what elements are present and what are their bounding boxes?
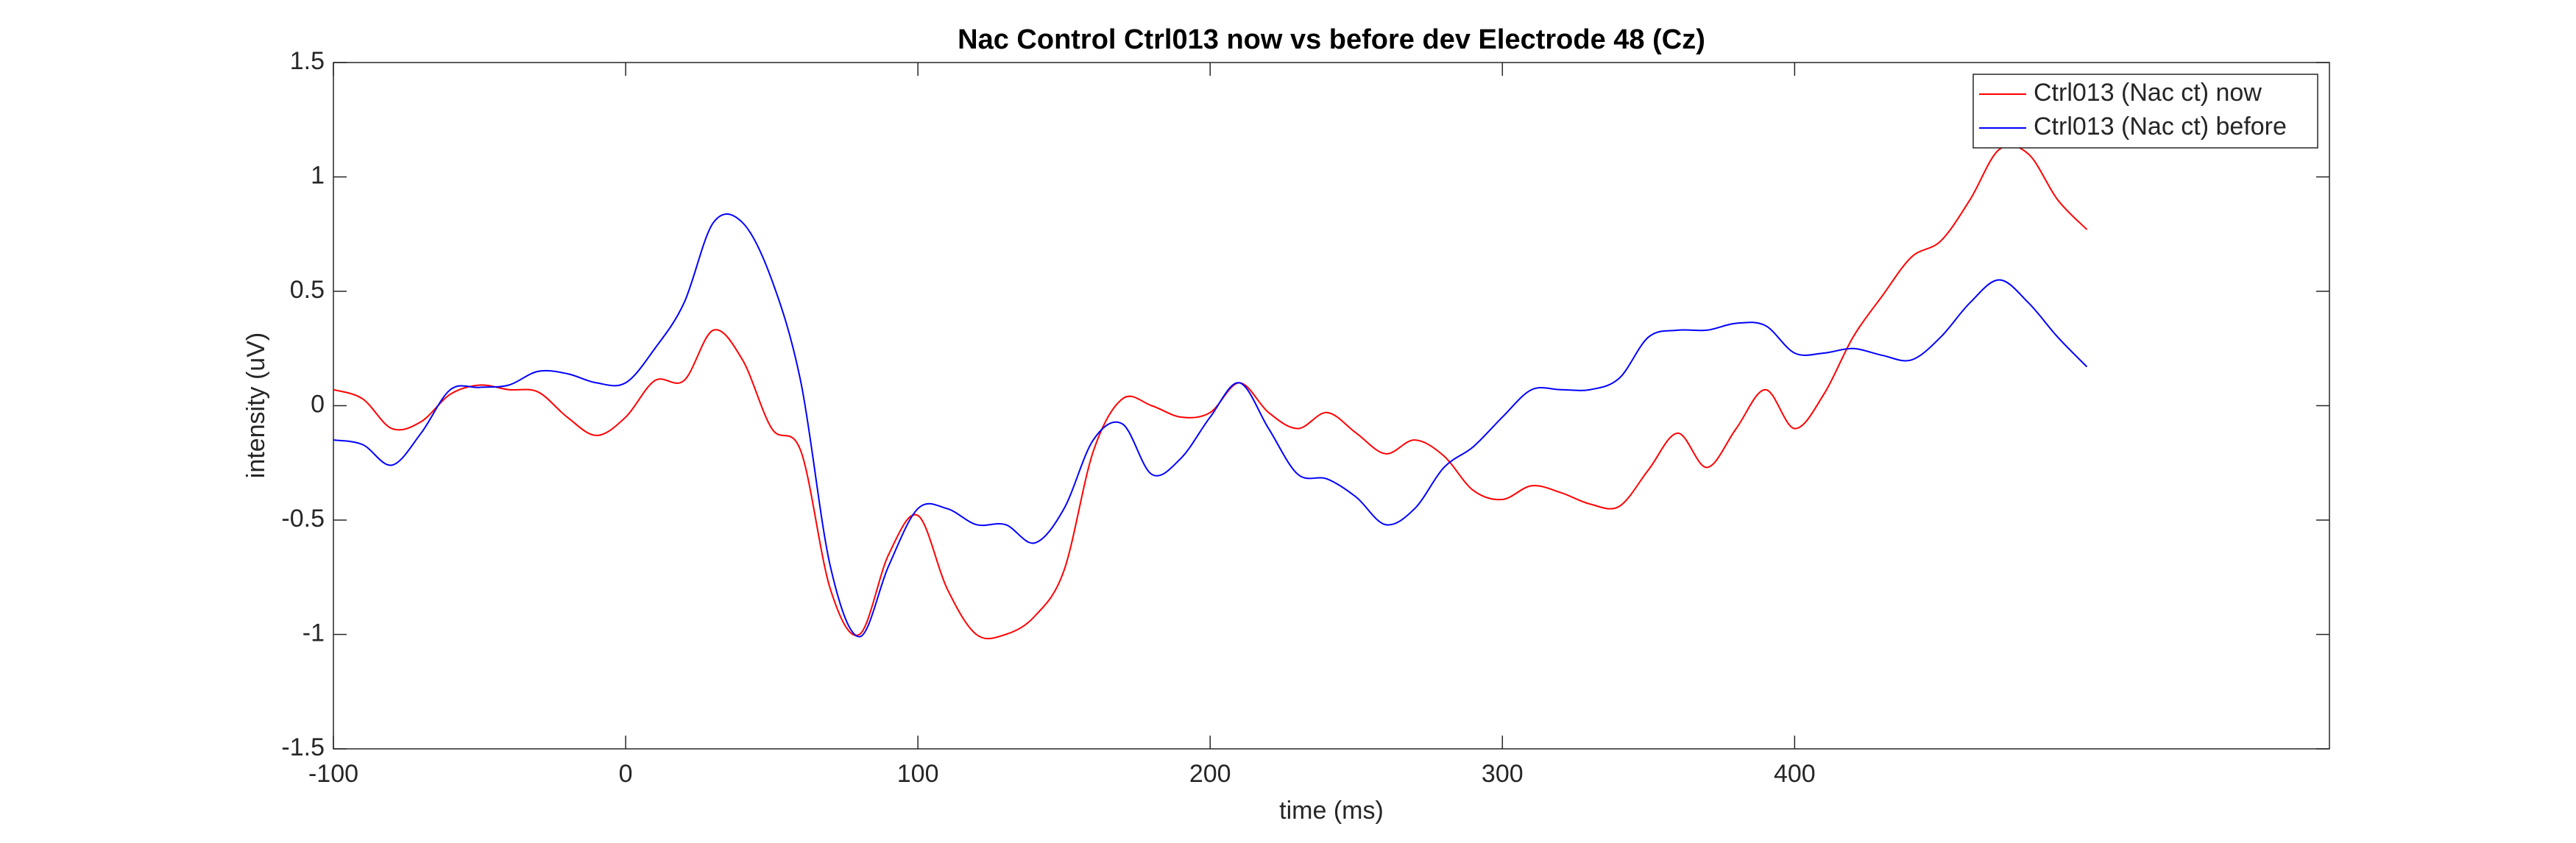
x-tick-label: 300 [1482,760,1524,788]
y-tick-label: 0 [311,390,325,418]
y-tick-label: 1.5 [290,47,325,75]
x-tick-label: 100 [897,760,939,788]
x-tick-label: 0 [619,760,633,788]
x-tick-label: 400 [1774,760,1816,788]
y-tick-label: -0.5 [281,505,325,533]
legend-label: Ctrl013 (Nac ct) before [2034,113,2287,140]
y-tick-label: -1 [302,619,325,647]
y-tick-label: -1.5 [281,733,325,761]
legend-box [1972,74,2318,149]
data-line [333,213,2088,638]
chart-title: Nac Control Ctrl013 now vs before dev El… [958,24,1705,55]
data-line [333,144,2088,640]
x-tick-label: -100 [308,760,358,788]
plot-frame [333,62,2330,750]
y-axis-label: intensity (uV) [242,332,270,478]
x-tick-label: 200 [1189,760,1231,788]
y-tick-label: 1 [311,161,325,189]
y-tick-label: 0.5 [290,276,325,304]
legend-label: Ctrl013 (Nac ct) now [2034,79,2262,107]
x-axis-label: time (ms) [1279,797,1384,825]
